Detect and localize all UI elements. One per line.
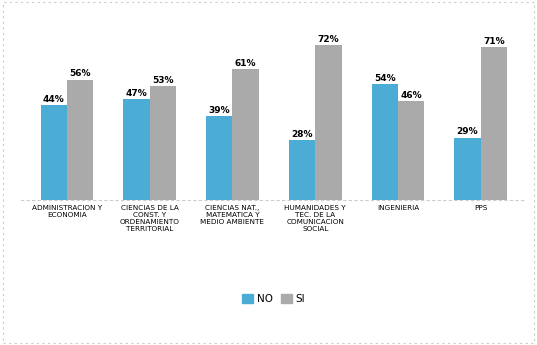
Text: 61%: 61% (235, 59, 257, 68)
Text: 46%: 46% (401, 91, 422, 100)
Bar (124, 99, 150, 200)
Bar (40, 106, 67, 200)
Bar (372, 84, 398, 200)
Text: 28%: 28% (291, 130, 313, 139)
Text: 56%: 56% (69, 69, 91, 78)
Text: 44%: 44% (43, 95, 64, 104)
Text: 54%: 54% (374, 73, 396, 83)
Bar (454, 138, 481, 200)
Text: 71%: 71% (483, 37, 505, 46)
Bar (233, 69, 259, 200)
Bar (150, 86, 176, 200)
Bar (398, 101, 424, 200)
Bar (289, 140, 315, 200)
Bar (67, 80, 93, 200)
Text: 72%: 72% (318, 35, 339, 44)
Text: 39%: 39% (208, 106, 230, 115)
Text: 47%: 47% (126, 89, 147, 98)
Bar (481, 47, 507, 200)
Legend: NO, SI: NO, SI (238, 290, 310, 308)
Bar (206, 116, 233, 200)
Bar (315, 45, 342, 200)
Text: 29%: 29% (456, 127, 478, 136)
Text: 53%: 53% (152, 76, 174, 85)
